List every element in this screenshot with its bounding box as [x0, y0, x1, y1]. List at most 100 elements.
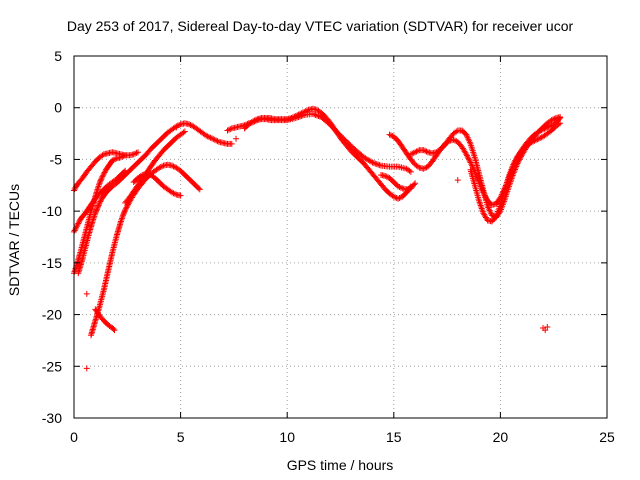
- data-point-track-n: [510, 161, 517, 168]
- data-point-track-c: [112, 156, 119, 163]
- data-point-track-b: [74, 221, 81, 228]
- data-point-track-m: [420, 147, 427, 154]
- data-point-track-j: [242, 121, 249, 128]
- data-point-track-l: [386, 131, 393, 138]
- data-point-track-n: [532, 137, 539, 144]
- data-point-track-k: [382, 172, 389, 179]
- data-point-track-j: [373, 161, 380, 168]
- data-point-track-e: [170, 163, 177, 170]
- data-point-track-b: [73, 223, 80, 230]
- data-point-track-e: [122, 205, 129, 212]
- data-point-track-c: [95, 183, 102, 190]
- data-point-track-h: [137, 172, 144, 179]
- data-point-track-k: [411, 181, 418, 188]
- data-point-track-h: [171, 190, 178, 197]
- data-point-track-c: [99, 173, 106, 180]
- data-point-track-e: [122, 207, 129, 214]
- y-tick-label: -10: [42, 203, 62, 219]
- data-point-track-e: [121, 209, 128, 216]
- data-point-outliers: [83, 290, 90, 297]
- data-point-track-c: [117, 154, 124, 161]
- data-point-track-j: [314, 112, 321, 119]
- data-point-track-e: [156, 164, 163, 171]
- data-point-track-j: [407, 168, 414, 175]
- data-point-track-m: [549, 116, 556, 123]
- data-point-track-m: [453, 128, 460, 135]
- data-point-track-e: [121, 208, 128, 215]
- y-tick-label: 5: [54, 48, 62, 64]
- data-point-track-d: [186, 121, 193, 128]
- data-point-track-c: [100, 172, 107, 179]
- data-point-track-b: [75, 220, 82, 227]
- data-point-track-a: [132, 150, 139, 157]
- data-point-track-n: [477, 200, 484, 207]
- data-point-track-l: [466, 156, 473, 163]
- data-point-track-d: [214, 138, 221, 145]
- x-tick-label: 15: [386, 429, 402, 445]
- data-point-track-d: [96, 201, 103, 208]
- data-point-track-j: [375, 161, 382, 168]
- data-point-track-e: [117, 218, 124, 225]
- data-point-track-j: [294, 114, 301, 121]
- data-point-track-n: [557, 120, 564, 127]
- y-tick-label: -25: [42, 358, 62, 374]
- data-point-track-n: [535, 135, 542, 142]
- data-point-track-m: [410, 149, 417, 156]
- data-point-track-d: [228, 140, 235, 147]
- data-point-track-i: [304, 107, 311, 114]
- data-point-track-j: [225, 126, 232, 133]
- data-point-outliers: [83, 365, 90, 372]
- data-point-track-m: [413, 148, 420, 155]
- data-point-track-j: [252, 117, 259, 124]
- data-point-track-j: [296, 113, 303, 120]
- data-point-track-j: [299, 112, 306, 119]
- y-axis-label: SDTVAR / TECUs: [6, 183, 22, 297]
- data-point-track-d: [211, 136, 218, 143]
- data-point-track-j: [309, 110, 316, 117]
- data-points: [71, 105, 564, 372]
- y-tick-label: -20: [42, 307, 62, 323]
- data-point-track-j: [224, 127, 231, 134]
- data-point-track-f: [110, 326, 117, 333]
- data-point-track-d: [94, 205, 101, 212]
- data-point-outliers: [233, 135, 240, 142]
- data-point-track-d: [97, 198, 104, 205]
- data-point-track-m: [548, 117, 555, 124]
- data-point-track-n: [537, 135, 544, 142]
- data-point-track-j: [312, 111, 319, 118]
- data-point-track-e: [118, 215, 125, 222]
- data-point-track-b: [75, 219, 82, 226]
- data-point-track-d: [92, 208, 99, 215]
- data-point-track-a: [71, 186, 78, 193]
- chart-title: Day 253 of 2017, Sidereal Day-to-day VTE…: [66, 18, 574, 34]
- data-point-track-l: [465, 155, 472, 162]
- data-point-track-i: [395, 195, 402, 202]
- data-point-track-e: [124, 202, 131, 209]
- data-point-track-n: [511, 158, 518, 165]
- data-point-track-l: [420, 165, 427, 172]
- data-point-track-n: [527, 139, 534, 146]
- data-point-track-n: [512, 157, 519, 164]
- y-tick-label: -5: [50, 151, 63, 167]
- data-point-track-c: [119, 153, 126, 160]
- data-point-track-n: [510, 160, 517, 167]
- data-point-track-d: [94, 203, 101, 210]
- data-point-track-c: [120, 152, 127, 159]
- data-point-track-n: [478, 205, 485, 212]
- chart-grid: [74, 56, 607, 418]
- data-point-track-n: [534, 136, 541, 143]
- data-point-track-b: [71, 227, 78, 234]
- data-point-track-i: [396, 195, 403, 202]
- data-point-track-n: [478, 204, 485, 211]
- data-point-track-i: [390, 193, 397, 200]
- data-point-track-c: [100, 170, 107, 177]
- y-tick-label: -15: [42, 255, 62, 271]
- data-point-track-l: [466, 158, 473, 165]
- data-point-track-b: [72, 226, 79, 233]
- data-point-track-l: [464, 154, 471, 161]
- x-tick-label: 5: [177, 429, 185, 445]
- data-point-track-n: [477, 202, 484, 209]
- data-point-track-h: [177, 192, 184, 199]
- data-point-track-l: [422, 165, 429, 172]
